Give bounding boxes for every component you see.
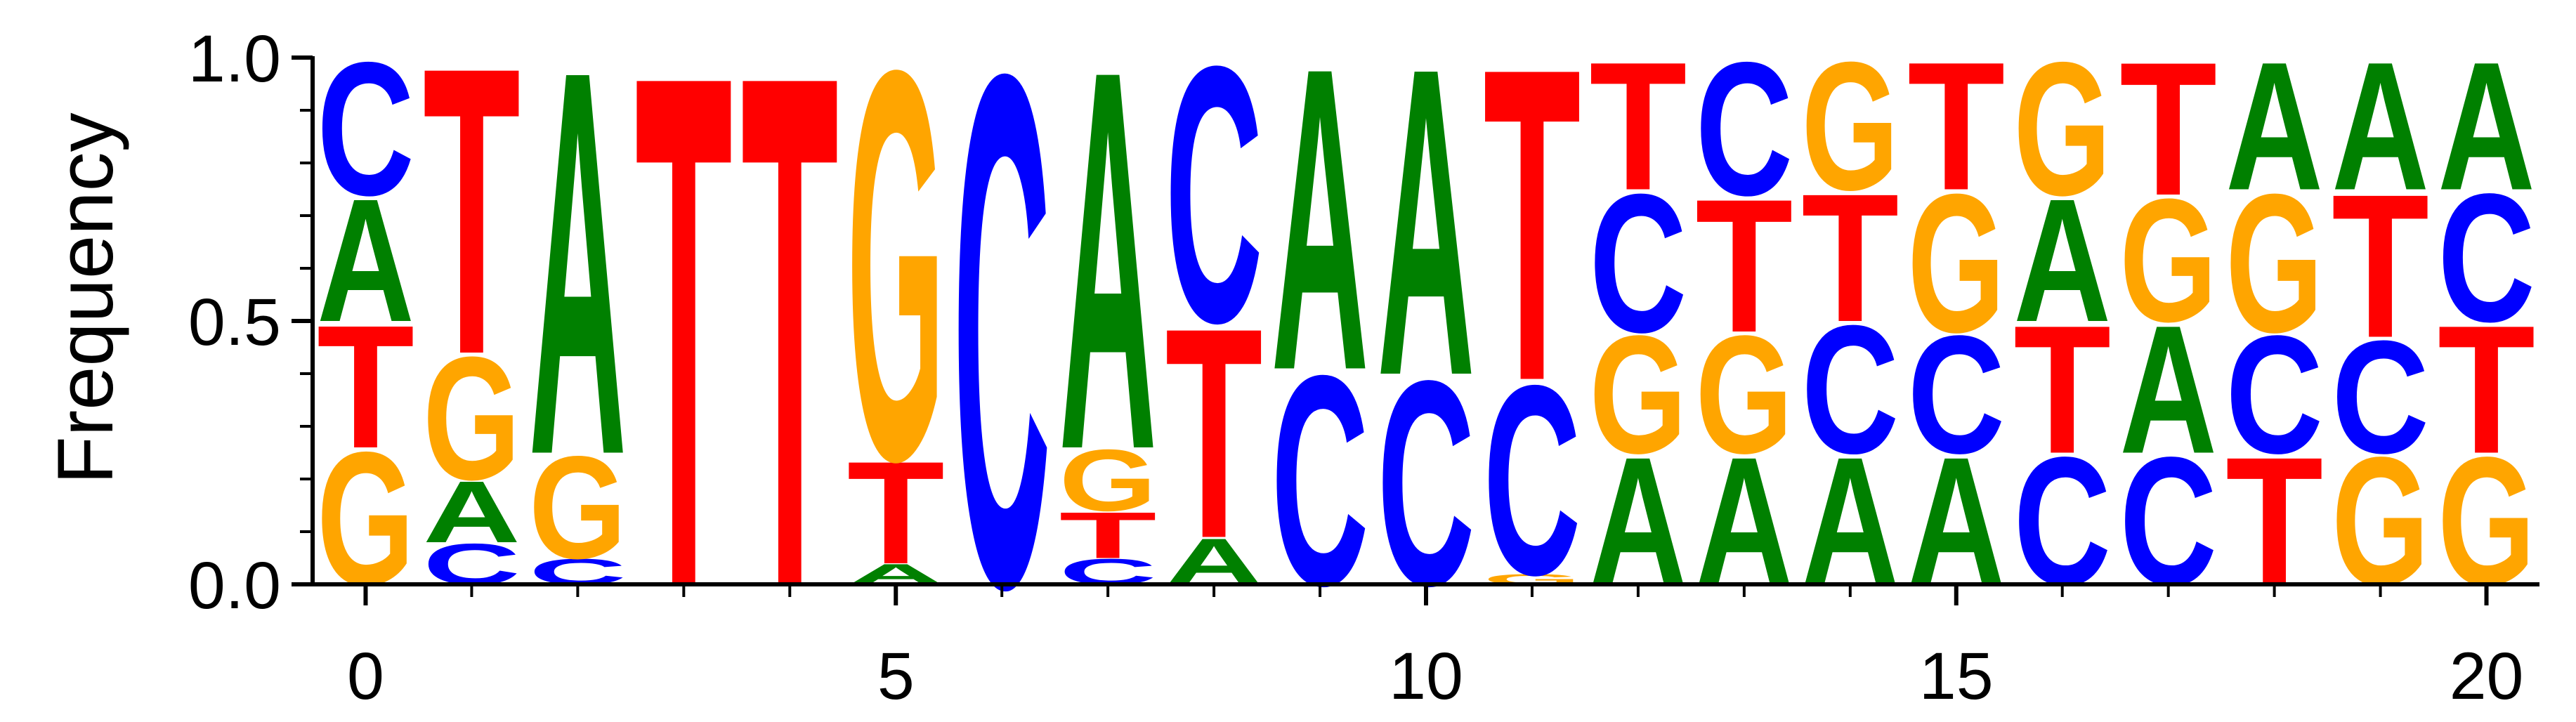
logo-letter-T-pos19: T	[2332, 152, 2429, 381]
logo-letter-A-pos17: A	[2119, 287, 2217, 492]
logo-letter-C-pos18: C	[2225, 301, 2323, 489]
logo-letter-G-pos14: G	[1801, 25, 1899, 228]
logo-letter-C-pos6: C	[953, 0, 1051, 722]
logo-letter-C-pos20: C	[2438, 156, 2535, 360]
logo-letter-T-pos15: T	[1907, 24, 2005, 228]
logo-letter-C-pos19: C	[2332, 308, 2429, 487]
logo-letter-T-pos12: T	[1589, 24, 1687, 228]
y-tick-label: 1.0	[188, 22, 281, 96]
logo-letter-T-pos17: T	[2119, 22, 2217, 235]
logo-letter-C-pos11: C	[1484, 329, 1581, 632]
x-tick-label: 0	[347, 639, 384, 714]
x-tick-label: 15	[1919, 639, 1994, 714]
logo-letter-T-pos0: T	[317, 289, 414, 485]
logo-letter-C-pos8: C	[1165, 0, 1263, 399]
logo-letter-A-pos1: A	[423, 463, 521, 561]
logo-letter-T-pos20: T	[2438, 287, 2535, 492]
logo-letter-C-pos12: C	[1589, 154, 1687, 374]
axes-layer: 0.0 0.5 1.0 0 5 10 15 20	[188, 22, 2539, 714]
logo-letter-C-pos14: C	[1801, 287, 1899, 492]
logo-letter-G-pos1: G	[423, 320, 521, 517]
x-tick-label: 10	[1389, 639, 1463, 714]
logo-letter-T-pos14: T	[1801, 156, 1899, 360]
logo-letter-A-pos18: A	[2225, 24, 2323, 228]
logo-letter-G-pos12: G	[1589, 301, 1687, 489]
logo-letter-A-pos10: A	[1378, 0, 1475, 466]
y-tick-label: 0.5	[188, 285, 281, 360]
logo-letter-T-pos4: T	[741, 0, 839, 722]
logo-letter-C-pos15: C	[1907, 301, 2005, 489]
logo-letter-A-pos2: A	[529, 0, 627, 570]
logo-letter-G-pos17: G	[2119, 162, 2217, 359]
logo-letter-T-pos7: T	[1059, 499, 1157, 572]
logo-letter-A-pos19: A	[2332, 24, 2429, 228]
logo-letter-G-pos13: G	[1695, 301, 1793, 489]
logo-letter-G-pos16: G	[2013, 22, 2111, 235]
logo-letter-T-pos8: T	[1165, 266, 1263, 601]
logo-letter-A-pos7: A	[1059, 0, 1157, 563]
logo-letter-T-pos11: T	[1484, 0, 1581, 474]
logo-letter-C-pos0: C	[317, 22, 414, 235]
logo-letter-A-pos9: A	[1271, 0, 1369, 460]
x-tick-label: 20	[2450, 639, 2524, 714]
logo-letter-T-pos3: T	[635, 0, 733, 722]
logo-letter-A-pos20: A	[2438, 24, 2535, 228]
logo-letter-C-pos13: C	[1695, 22, 1793, 235]
logo-letter-T-pos13: T	[1695, 159, 1793, 372]
logo-letter-G-pos5: G	[847, 0, 945, 576]
logo-letter-A-pos16: A	[2013, 163, 2111, 359]
logo-letter-G-pos2: G	[529, 426, 627, 590]
logo-letter-G-pos18: G	[2225, 153, 2323, 374]
logo-letter-G-pos7: G	[1059, 431, 1157, 530]
logo-letter-T-pos16: T	[2013, 287, 2111, 492]
y-tick-label: 0.0	[188, 549, 281, 623]
x-tick-label: 5	[877, 639, 915, 714]
logo-letter-T-pos5: T	[847, 432, 945, 595]
logo-letter-G-pos15: G	[1907, 153, 2005, 374]
logo-letter-T-pos1: T	[423, 0, 521, 440]
logo-letter-A-pos0: A	[317, 163, 414, 359]
y-axis-label: Frequency	[41, 112, 129, 484]
